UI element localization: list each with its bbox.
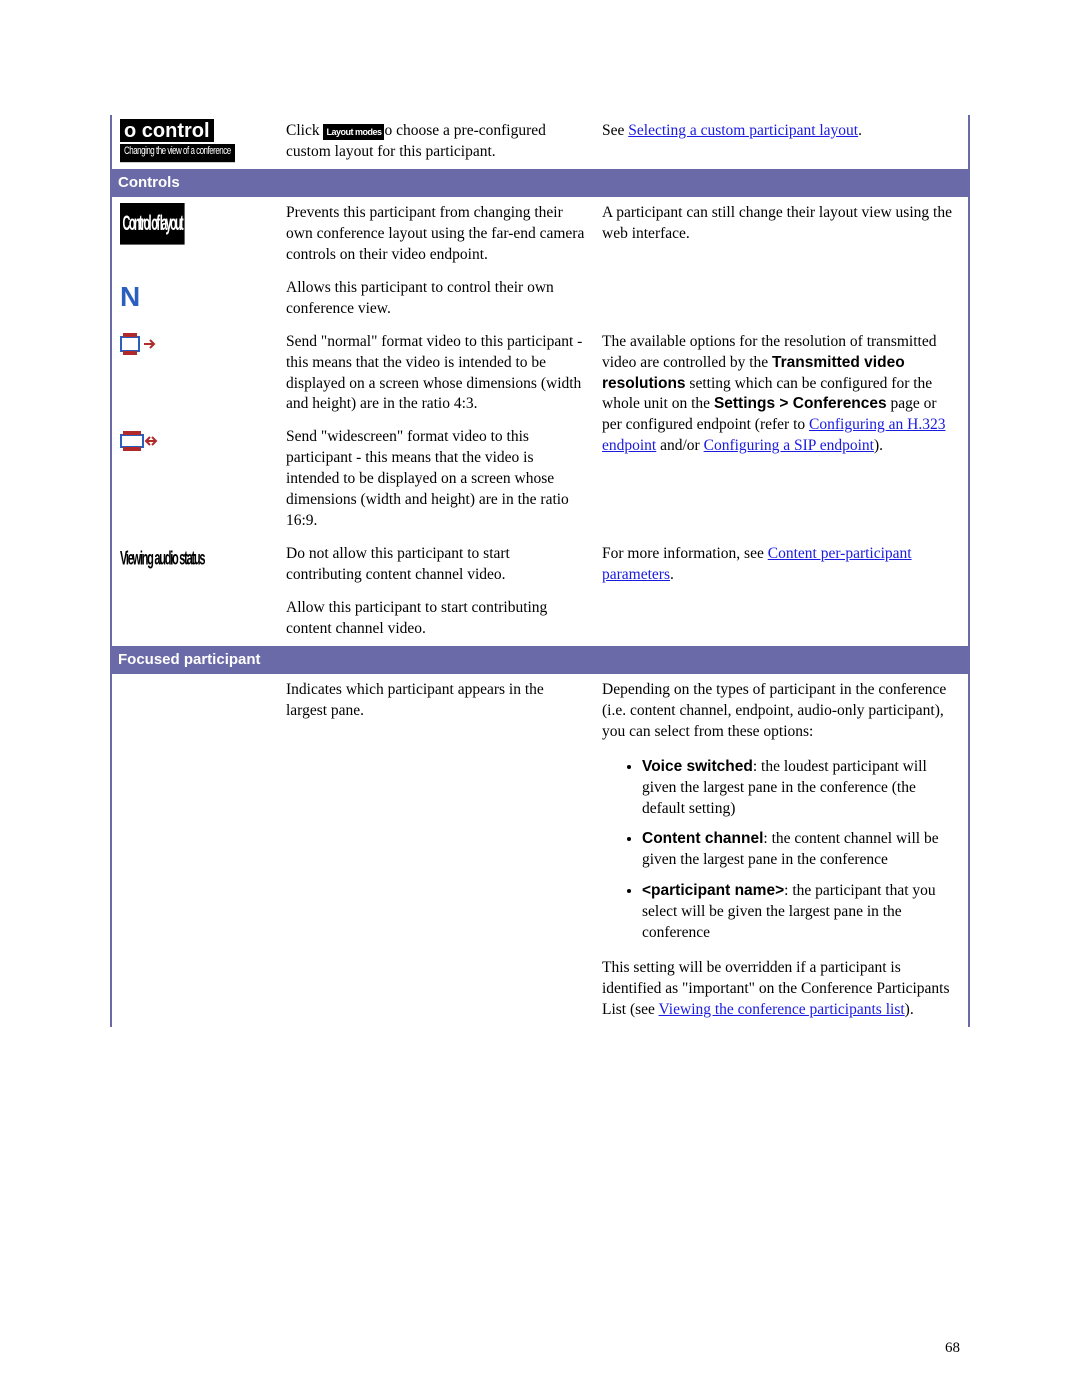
note-cell: See Selecting a custom participant layou… [594, 115, 969, 169]
desc-prefix: Click [286, 122, 323, 139]
note-intro: Depending on the types of participant in… [602, 680, 960, 743]
icon-main-text: o control [120, 119, 214, 142]
section-header-controls: Controls [111, 169, 969, 197]
audio-status-icon: Viewing audio status [120, 545, 204, 571]
row-disallow-content: Viewing audio status Do not allow this p… [111, 538, 969, 592]
note-cell-merged: For more information, see Content per-pa… [594, 538, 969, 646]
page-number: 68 [945, 1340, 960, 1357]
inline-badge: Layout modes [323, 124, 384, 140]
note-p2: . [670, 566, 674, 583]
note-text: A participant can still change their lay… [594, 197, 969, 272]
icon-cell: Viewing audio status [111, 538, 278, 592]
row-layout-control: o control Changing the view of a confere… [111, 115, 969, 169]
section-header-focused: Focused participant [111, 646, 969, 674]
link-selecting-custom-layout[interactable]: Selecting a custom participant layout [628, 122, 858, 139]
note-p4: and/or [656, 437, 703, 454]
icon-cell [111, 421, 278, 538]
control-layout-icon: Control of layout [120, 203, 185, 244]
bullet-bold: <participant name> [642, 882, 784, 899]
controls-table: o control Changing the view of a confere… [110, 115, 970, 1027]
icon-cell [111, 326, 278, 422]
list-item: Voice switched: the loudest participant … [642, 757, 960, 820]
icon-cell [111, 592, 278, 646]
note-p5: ). [874, 437, 883, 454]
control-box-icon: o control Changing the view of a confere… [120, 121, 235, 157]
icon-cell [111, 674, 278, 1027]
list-item: Content channel: the content channel wil… [642, 829, 960, 871]
aspect-43-icon [120, 332, 164, 360]
desc-text: Send "normal" format video to this parti… [278, 326, 594, 422]
note-suffix: . [858, 122, 862, 139]
desc-text: Send "widescreen" format video to this p… [278, 421, 594, 538]
desc-cell: Click Layout modeso choose a pre-configu… [278, 115, 594, 169]
note-bold2: Settings > Conferences [714, 395, 887, 412]
row-prevent-layout: Control of layout Prevents this particip… [111, 197, 969, 272]
icon-sub-text: Changing the view of a conference [120, 144, 235, 162]
section-title: Controls [111, 169, 969, 197]
icon-cell: o control Changing the view of a confere… [111, 115, 278, 169]
desc-text: Prevents this participant from changing … [278, 197, 594, 272]
note-p1: For more information, see [602, 545, 768, 562]
desc-text: Indicates which participant appears in t… [278, 674, 594, 1027]
document-page: o control Changing the view of a confere… [0, 0, 1080, 1397]
bullet-bold: Voice switched [642, 758, 753, 775]
row-allow-control: N Allows this participant to control the… [111, 272, 969, 326]
focused-options-list: Voice switched: the loudest participant … [602, 757, 960, 944]
desc-text: Do not allow this participant to start c… [278, 538, 594, 592]
n-icon: N [120, 281, 140, 312]
icon-cell: Control of layout [111, 197, 278, 272]
row-normal-43: Send "normal" format video to this parti… [111, 326, 969, 422]
note-empty [594, 272, 969, 326]
note-out-p2: ). [905, 1001, 914, 1018]
bullet-bold: Content channel [642, 830, 763, 847]
link-participants-list[interactable]: Viewing the conference participants list [659, 1001, 905, 1018]
section-title: Focused participant [111, 646, 969, 674]
desc-text: Allows this participant to control their… [278, 272, 594, 326]
desc-text: Allow this participant to start contribu… [278, 592, 594, 646]
link-sip[interactable]: Configuring a SIP endpoint [704, 437, 874, 454]
note-cell: Depending on the types of participant in… [594, 674, 969, 1027]
note-outro: This setting will be overridden if a par… [602, 958, 960, 1021]
note-prefix: See [602, 122, 628, 139]
aspect-169-icon [120, 427, 164, 455]
icon-cell: N [111, 272, 278, 326]
row-focused-participant: Indicates which participant appears in t… [111, 674, 969, 1027]
list-item: <participant name>: the participant that… [642, 881, 960, 944]
note-cell-merged: The available options for the resolution… [594, 326, 969, 538]
